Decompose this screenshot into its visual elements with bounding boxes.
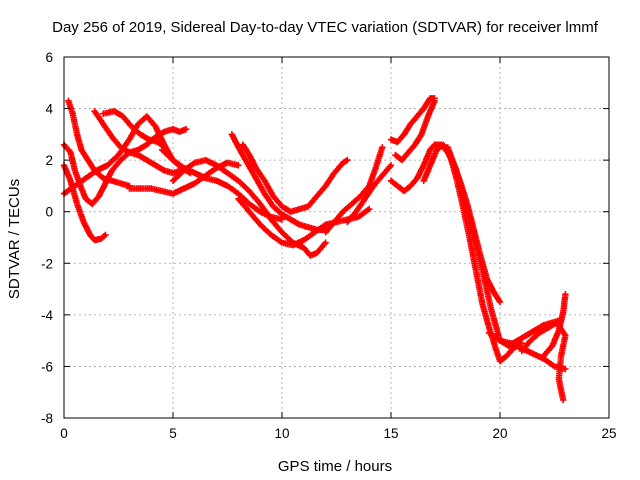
- x-tick-label: 10: [274, 426, 289, 441]
- series-markers: [540, 291, 569, 360]
- y-tick-label: -6: [41, 359, 53, 374]
- y-tick-label: 2: [45, 153, 53, 168]
- plot-frame: [63, 56, 610, 419]
- series-markers: [420, 141, 525, 365]
- x-tick-label: 20: [492, 426, 507, 441]
- y-tick-label: 4: [45, 102, 53, 117]
- series-markers: [392, 97, 438, 164]
- series-markers: [239, 141, 351, 215]
- grid: [64, 57, 609, 418]
- chart-title: Day 256 of 2019, Sidereal Day-to-day VTE…: [52, 19, 599, 36]
- y-tick-label: -2: [41, 256, 53, 271]
- series-arc-22: [540, 291, 569, 360]
- series-markers: [344, 162, 395, 226]
- series-arc-17: [392, 97, 438, 164]
- series-arc-15: [387, 95, 438, 146]
- y-axis-label: SDTVAR / TECUs: [6, 179, 23, 299]
- series-arc-18: [420, 141, 525, 365]
- y-tick-label: 0: [45, 205, 53, 220]
- series-markers: [228, 131, 329, 233]
- x-tick-label: 0: [60, 426, 68, 441]
- series-markers: [444, 144, 565, 349]
- x-tick-label: 25: [601, 426, 616, 441]
- y-tick-label: -8: [41, 411, 53, 426]
- series-arc-10: [228, 131, 329, 233]
- x-tick-label: 15: [383, 426, 398, 441]
- series-markers: [387, 95, 438, 146]
- series-markers: [322, 144, 386, 236]
- x-axis-label: GPS time / hours: [278, 458, 392, 475]
- series-arc-11: [239, 141, 351, 215]
- x-tick-label: 5: [169, 426, 177, 441]
- series-arc-14: [344, 162, 395, 226]
- data-series: [60, 95, 569, 404]
- series-markers: [100, 108, 168, 151]
- series-arc-13: [322, 144, 386, 236]
- y-tick-label: -4: [41, 308, 53, 323]
- y-tick-label: 6: [45, 50, 53, 65]
- axis-ticks: 0 5 10 15 20 25 -8 -6 -4 -2 0 2 4 6: [41, 50, 617, 441]
- series-arc-6: [100, 108, 168, 151]
- series-arc-19: [444, 144, 565, 349]
